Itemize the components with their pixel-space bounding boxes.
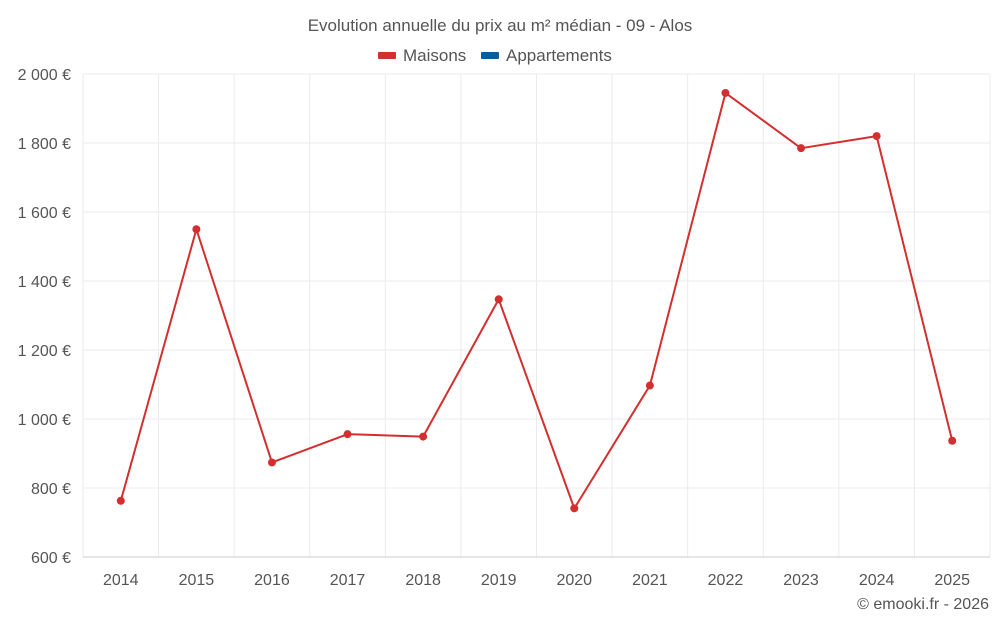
data-point[interactable] xyxy=(872,132,881,141)
legend-item-appartements[interactable]: Appartements xyxy=(481,46,612,65)
legend-item-maisons[interactable]: Maisons xyxy=(378,46,466,65)
data-point[interactable] xyxy=(948,436,957,445)
grid-lines-x xyxy=(82,74,991,557)
x-tick-label: 2021 xyxy=(632,572,668,589)
series-group xyxy=(116,88,957,513)
x-tick-label: 2019 xyxy=(481,572,517,589)
data-point[interactable] xyxy=(267,458,276,467)
x-tick-label: 2024 xyxy=(859,572,895,589)
data-point[interactable] xyxy=(192,225,201,234)
data-point[interactable] xyxy=(343,430,352,439)
y-tick-label: 800 € xyxy=(31,481,71,498)
legend-label: Maisons xyxy=(403,46,466,65)
y-tick-label: 1 000 € xyxy=(18,412,71,429)
x-tick-label: 2018 xyxy=(405,572,441,589)
x-tick-label: 2015 xyxy=(179,572,215,589)
series-line-maisons xyxy=(119,91,954,510)
credit-text: © emooki.fr - 2026 xyxy=(857,596,989,613)
data-point[interactable] xyxy=(721,88,730,97)
x-tick-label: 2014 xyxy=(103,572,139,589)
legend[interactable]: Maisons Appartements xyxy=(378,46,612,65)
data-point[interactable] xyxy=(570,504,579,513)
data-point[interactable] xyxy=(494,295,503,304)
x-tick-label: 2016 xyxy=(254,572,290,589)
data-point[interactable] xyxy=(419,432,428,441)
x-tick-label: 2025 xyxy=(934,572,970,589)
y-tick-label: 600 € xyxy=(31,550,71,567)
x-axis-tick-labels: 2014 2015 2016 2017 2018 2019 2020 2021 2022 2023… xyxy=(103,572,970,589)
y-tick-label: 1 600 € xyxy=(18,205,71,222)
x-tick-label: 2020 xyxy=(556,572,592,589)
legend-swatch xyxy=(378,52,396,59)
x-tick-label: 2017 xyxy=(330,572,366,589)
x-tick-label: 2022 xyxy=(708,572,744,589)
data-point[interactable] xyxy=(116,496,125,505)
y-tick-label: 1 800 € xyxy=(18,136,71,153)
y-axis-tick-labels: 600 € 800 € 1 000 € 1 200 € 1 400 € 1 600 € 1 … xyxy=(18,67,71,567)
legend-label: Appartements xyxy=(506,46,612,65)
y-tick-label: 2 000 € xyxy=(18,67,71,84)
legend-swatch xyxy=(481,52,499,59)
data-point[interactable] xyxy=(797,144,806,153)
y-tick-label: 1 200 € xyxy=(18,343,71,360)
x-tick-label: 2023 xyxy=(783,572,819,589)
data-point[interactable] xyxy=(645,381,654,390)
chart-title: Evolution annuelle du prix au m² médian … xyxy=(308,16,693,35)
y-tick-label: 1 400 € xyxy=(18,274,71,291)
